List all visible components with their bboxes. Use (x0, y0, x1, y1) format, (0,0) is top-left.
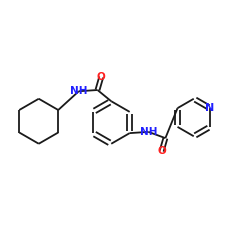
Text: N: N (205, 103, 214, 113)
Text: O: O (157, 146, 166, 156)
Text: NH: NH (70, 86, 87, 96)
Text: O: O (97, 72, 106, 82)
Text: NH: NH (140, 127, 157, 137)
